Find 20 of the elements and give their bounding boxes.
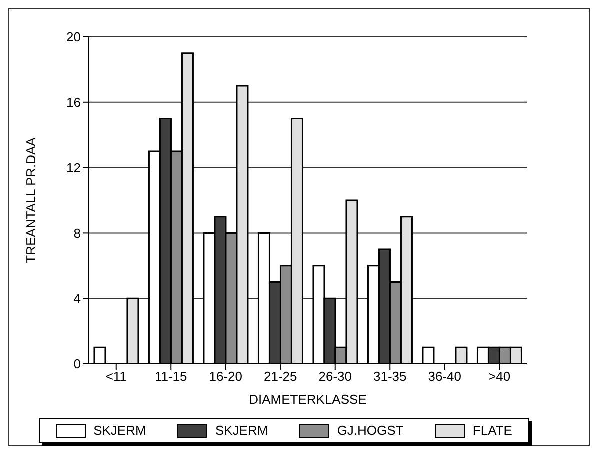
y-tick-label: 8 (74, 226, 81, 241)
y-tick-label: 4 (74, 291, 81, 306)
legend-label: SKJERM (92, 423, 146, 438)
x-tick-label: 16-20 (209, 369, 242, 384)
y-tick-label: 20 (66, 30, 81, 45)
legend-label: GJ.HOGST (336, 423, 404, 438)
y-tick-label: 16 (66, 95, 81, 110)
x-tick-label: 21-25 (264, 369, 298, 384)
x-tick-label: 36-40 (428, 369, 462, 384)
y-tick-label: 12 (66, 160, 81, 176)
legend-label: SKJERM (214, 423, 268, 438)
y-axis-title: TREANTALL PR.DAA (24, 137, 39, 264)
x-tick-label: 31-35 (374, 369, 407, 384)
x-tick-label: <11 (106, 369, 127, 384)
x-tick-label: 26-30 (318, 369, 352, 384)
legend-label: FLATE (472, 423, 512, 438)
x-axis-title: DIAMETERKLASSE (249, 392, 368, 407)
x-tick-label: 11-15 (154, 369, 188, 384)
y-tick-label: 0 (74, 356, 81, 372)
x-tick-label: >40 (488, 369, 511, 384)
